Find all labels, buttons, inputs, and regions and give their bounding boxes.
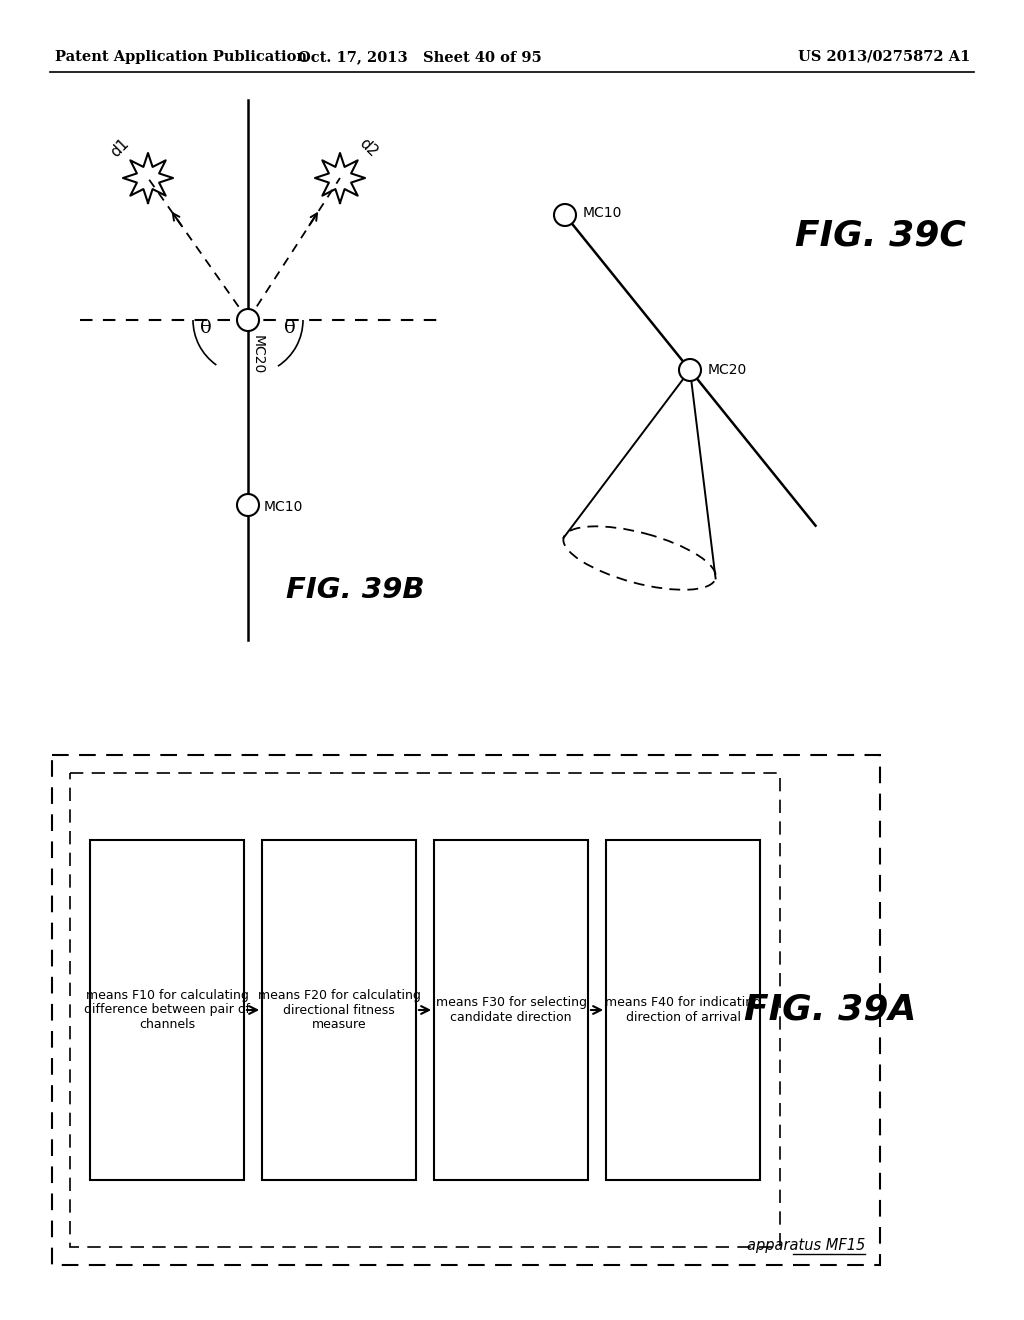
Text: means F20 for calculating
directional fitness
measure: means F20 for calculating directional fi…: [258, 989, 421, 1031]
Text: Patent Application Publication: Patent Application Publication: [55, 50, 307, 63]
Text: means F40 for indicating
direction of arrival: means F40 for indicating direction of ar…: [605, 997, 761, 1024]
Text: MC20: MC20: [251, 335, 265, 375]
Text: apparatus MF15: apparatus MF15: [746, 1238, 865, 1253]
Text: US 2013/0275872 A1: US 2013/0275872 A1: [798, 50, 970, 63]
Circle shape: [679, 359, 701, 381]
Text: FIG. 39A: FIG. 39A: [743, 993, 916, 1027]
Text: FIG. 39B: FIG. 39B: [286, 576, 424, 605]
Text: d2: d2: [356, 136, 380, 160]
Text: MC10: MC10: [264, 500, 303, 513]
Circle shape: [554, 205, 575, 226]
Text: FIG. 39C: FIG. 39C: [795, 218, 966, 252]
Text: θ: θ: [284, 319, 296, 337]
Circle shape: [237, 309, 259, 331]
Text: MC10: MC10: [583, 206, 623, 220]
Circle shape: [237, 494, 259, 516]
Text: MC20: MC20: [708, 363, 748, 378]
Text: θ: θ: [200, 319, 212, 337]
Text: Oct. 17, 2013   Sheet 40 of 95: Oct. 17, 2013 Sheet 40 of 95: [298, 50, 542, 63]
Text: means F10 for calculating
difference between pair of
channels: means F10 for calculating difference bet…: [84, 989, 250, 1031]
Text: means F30 for selecting
candidate direction: means F30 for selecting candidate direct…: [435, 997, 587, 1024]
Text: d1: d1: [108, 136, 132, 160]
